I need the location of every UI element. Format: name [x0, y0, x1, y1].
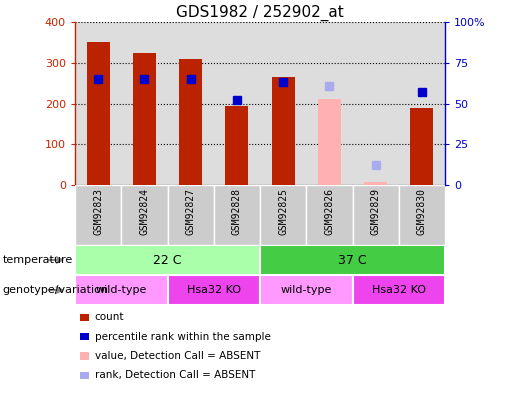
Text: temperature: temperature — [3, 255, 73, 265]
Text: percentile rank within the sample: percentile rank within the sample — [95, 332, 270, 341]
Bar — [399, 185, 445, 245]
Bar — [87, 42, 110, 185]
Bar — [260, 245, 445, 275]
Bar — [260, 275, 352, 305]
Bar — [133, 53, 156, 185]
Bar — [318, 99, 341, 185]
Text: count: count — [95, 312, 124, 322]
Text: Hsa32 KO: Hsa32 KO — [372, 285, 426, 295]
Bar — [214, 185, 260, 245]
Text: GSM92830: GSM92830 — [417, 188, 427, 235]
Bar — [410, 109, 434, 185]
Bar — [179, 60, 202, 185]
Text: GSM92829: GSM92829 — [371, 188, 381, 235]
Bar — [226, 106, 248, 185]
Bar — [352, 275, 445, 305]
Bar — [271, 77, 295, 185]
Text: GSM92828: GSM92828 — [232, 188, 242, 235]
Text: Hsa32 KO: Hsa32 KO — [187, 285, 241, 295]
Text: GSM92825: GSM92825 — [278, 188, 288, 235]
Bar — [75, 245, 260, 275]
Text: value, Detection Call = ABSENT: value, Detection Call = ABSENT — [95, 351, 260, 361]
Text: 22 C: 22 C — [153, 254, 182, 266]
Text: GSM92824: GSM92824 — [140, 188, 149, 235]
Bar — [364, 182, 387, 185]
Bar — [306, 185, 352, 245]
Text: GSM92823: GSM92823 — [93, 188, 103, 235]
Text: GSM92827: GSM92827 — [185, 188, 196, 235]
Bar — [75, 275, 167, 305]
Bar — [167, 185, 214, 245]
Title: GDS1982 / 252902_at: GDS1982 / 252902_at — [176, 4, 344, 21]
Bar — [352, 185, 399, 245]
Bar — [167, 275, 260, 305]
Text: rank, Detection Call = ABSENT: rank, Detection Call = ABSENT — [95, 371, 255, 380]
Text: wild-type: wild-type — [96, 285, 147, 295]
Bar — [75, 185, 121, 245]
Text: wild-type: wild-type — [281, 285, 332, 295]
Text: GSM92826: GSM92826 — [324, 188, 334, 235]
Text: 37 C: 37 C — [338, 254, 367, 266]
Bar — [121, 185, 167, 245]
Bar — [260, 185, 306, 245]
Text: genotype/variation: genotype/variation — [3, 285, 109, 295]
